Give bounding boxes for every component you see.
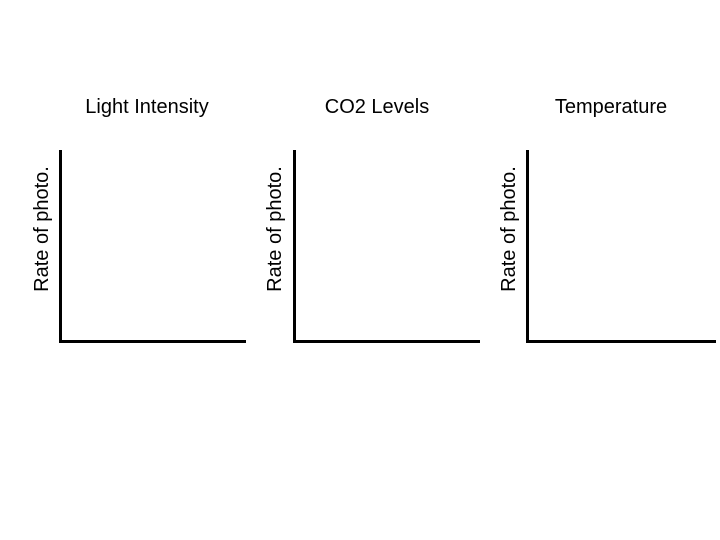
panel-title-co2-levels: CO2 Levels xyxy=(324,96,430,118)
y-axis-label-co2-levels: Rate of photo. xyxy=(264,166,286,292)
x-axis-line-temperature xyxy=(526,340,716,343)
y-axis-line-temperature xyxy=(526,150,529,343)
y-axis-label-temperature: Rate of photo. xyxy=(498,166,520,292)
y-axis-label-light-intensity: Rate of photo. xyxy=(31,166,53,292)
y-axis-line-light-intensity xyxy=(59,150,62,343)
panel-title-temperature: Temperature xyxy=(554,96,668,118)
x-axis-line-light-intensity xyxy=(59,340,246,343)
panel-title-light-intensity: Light Intensity xyxy=(85,96,209,118)
x-axis-line-co2-levels xyxy=(293,340,480,343)
y-axis-line-co2-levels xyxy=(293,150,296,343)
